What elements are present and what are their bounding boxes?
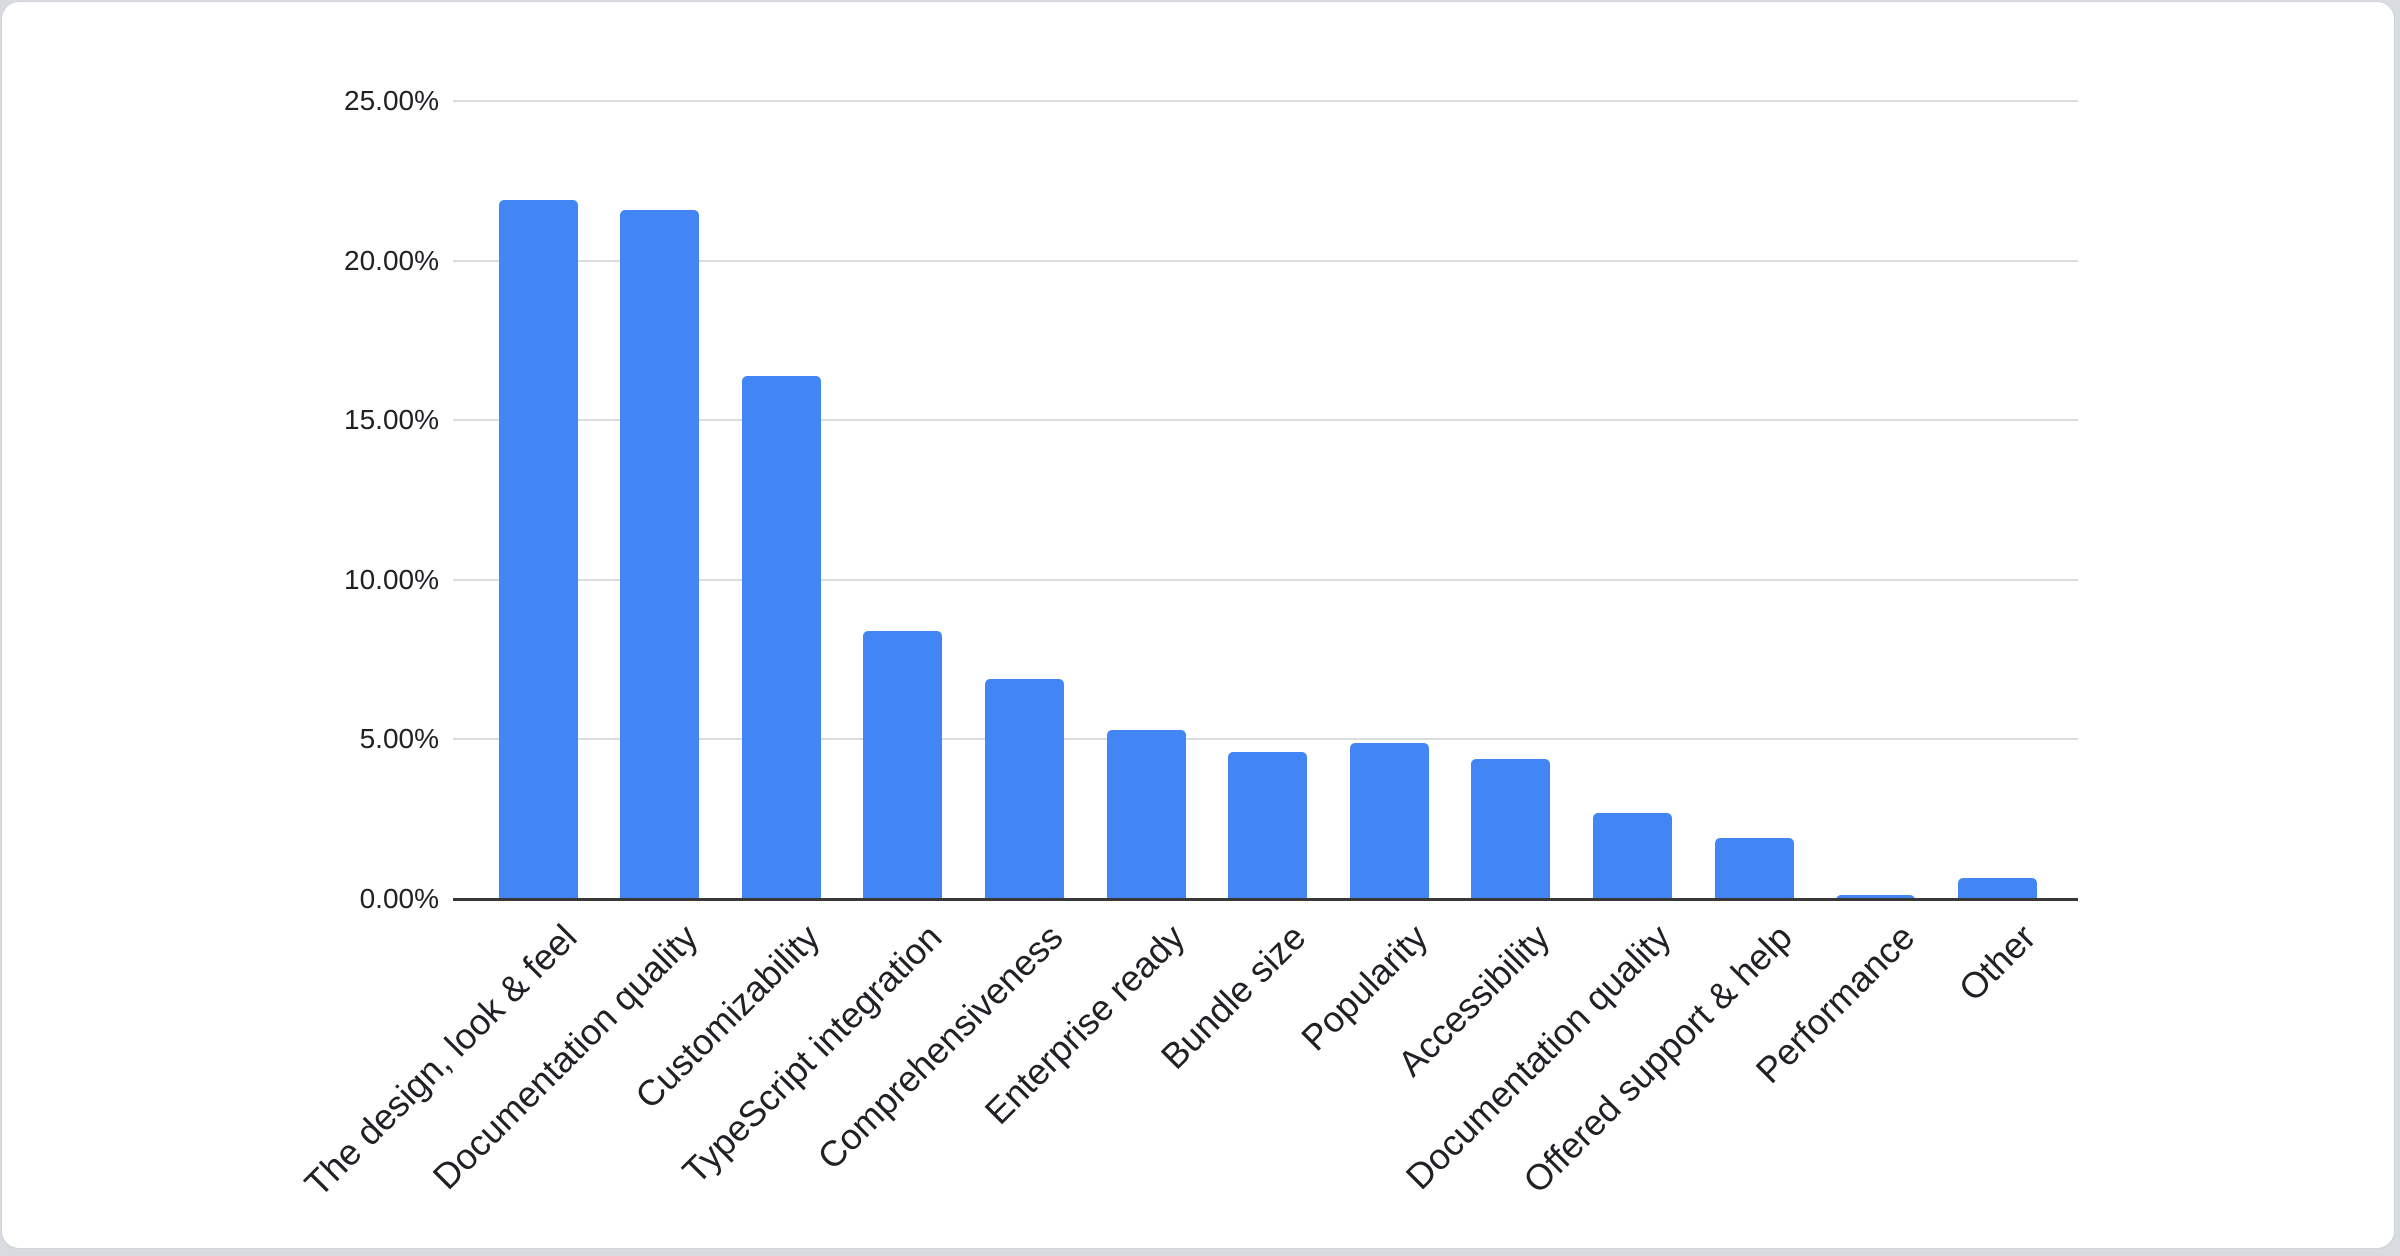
bar-13: [1958, 878, 2037, 900]
gridline: [453, 578, 2078, 581]
bar-7: [1228, 752, 1307, 900]
y-axis-tick-label: 15.00%: [344, 404, 439, 436]
bar-4: [863, 631, 942, 900]
gridline: [453, 738, 2078, 741]
y-axis-tick-label: 20.00%: [344, 244, 439, 276]
bar-9: [1471, 759, 1550, 900]
y-axis-tick-label: 10.00%: [344, 563, 439, 595]
gridline: [453, 100, 2078, 102]
bar-11: [1715, 838, 1794, 900]
gridline: [453, 259, 2078, 262]
bar-6: [1107, 730, 1186, 900]
bar-3: [742, 376, 821, 900]
y-axis-tick-label: 5.00%: [359, 723, 439, 755]
bar-8: [1350, 743, 1429, 900]
gridline: [453, 419, 2078, 422]
bar-5: [985, 679, 1064, 900]
y-axis-tick-label: 0.00%: [359, 883, 439, 914]
bar-12: [1836, 895, 1915, 900]
bar-1: [499, 200, 578, 900]
x-axis-category-label: Other: [1950, 916, 2044, 1009]
bar-10: [1593, 813, 1672, 900]
x-axis-line: [453, 898, 2078, 901]
y-axis-tick-label: 25.00%: [344, 85, 439, 116]
bar-2: [620, 210, 699, 900]
